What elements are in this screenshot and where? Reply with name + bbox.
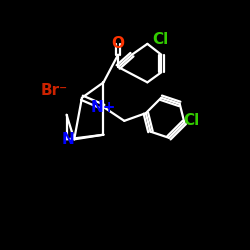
Text: O: O	[112, 36, 124, 51]
Text: Cl: Cl	[183, 113, 200, 128]
Text: N: N	[62, 132, 74, 147]
Text: Cl: Cl	[152, 32, 168, 47]
Text: Br⁻: Br⁻	[41, 83, 68, 98]
Text: N+: N+	[91, 100, 116, 114]
